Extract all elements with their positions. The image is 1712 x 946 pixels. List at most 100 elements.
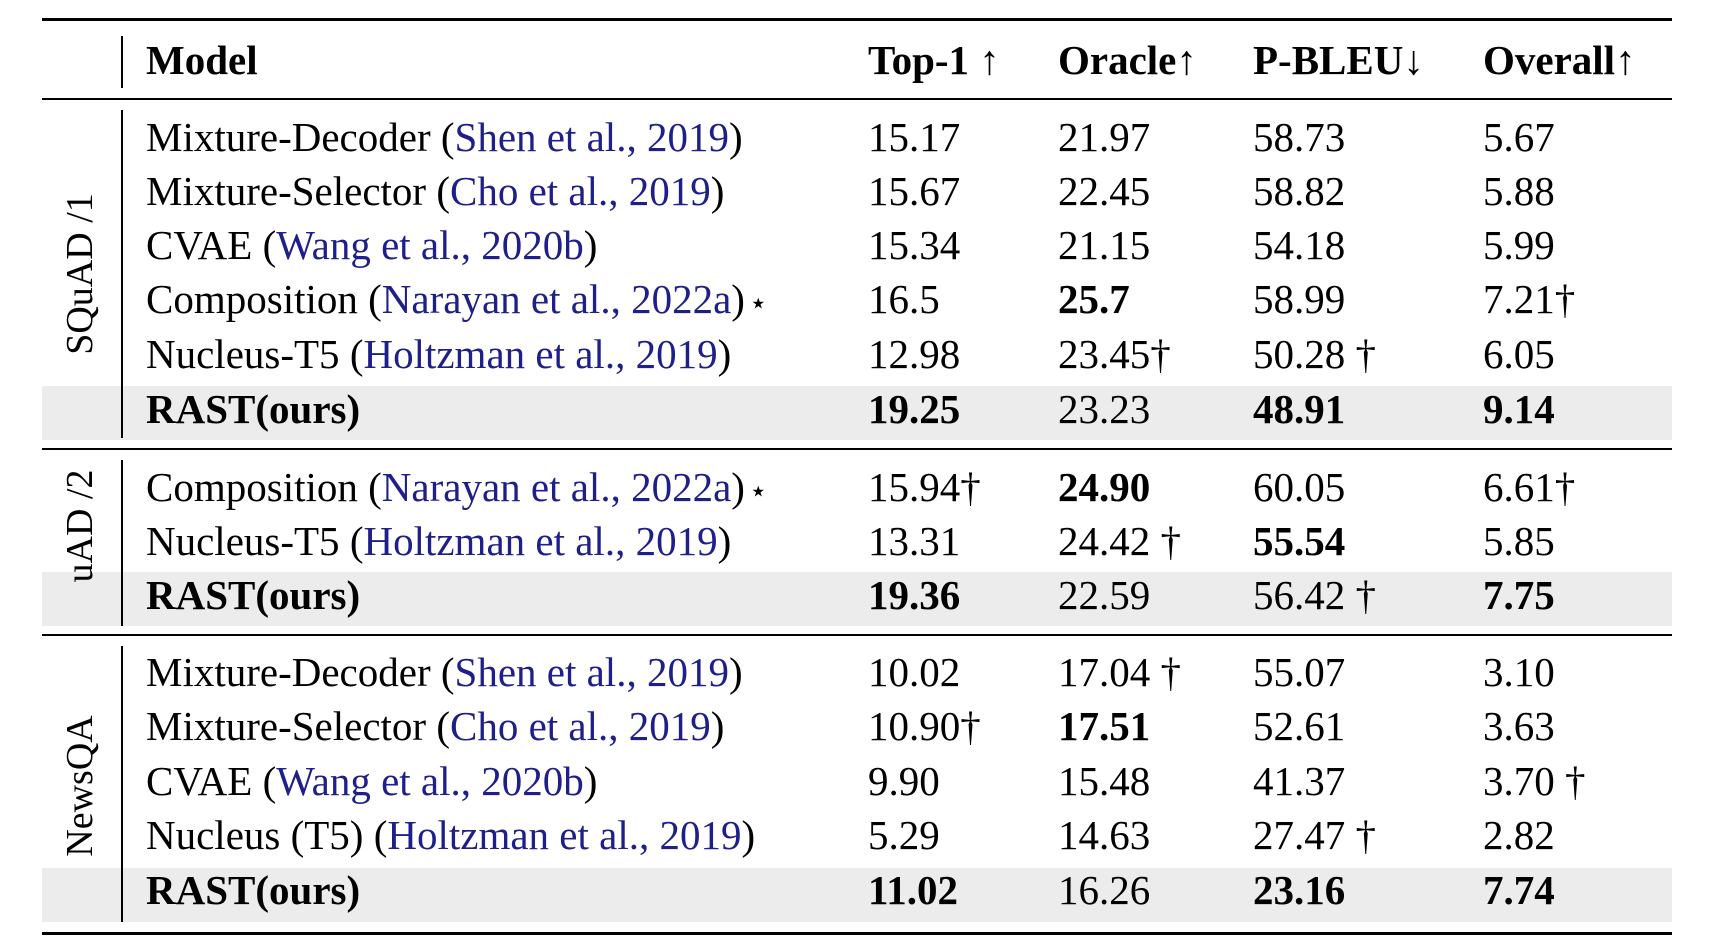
model-name: Mixture-Decoder: [146, 114, 431, 160]
top1-cell: 11.02: [868, 867, 958, 913]
top1-cell: 15.67: [868, 168, 961, 214]
model-name: RAST(ours): [146, 867, 361, 913]
oracle-cell: 16.26: [1058, 867, 1151, 913]
top1-cell: 15.94†: [868, 464, 981, 510]
overall-cell: 3.63: [1483, 703, 1555, 749]
model-name: RAST(ours): [146, 386, 361, 432]
pbleu-cell: 27.47 †: [1253, 812, 1376, 858]
top1-cell: 13.31: [868, 518, 961, 564]
model-cell: Nucleus-T5 (Holtzman et al., 2019): [146, 329, 731, 379]
model-cell: RAST(ours): [146, 570, 360, 620]
oracle-cell: 22.45: [1058, 168, 1151, 214]
overall-cell: 6.61†: [1483, 464, 1576, 510]
overall-cell: 5.85: [1483, 518, 1555, 564]
citation-link: Holtzman et al., 2019: [363, 331, 718, 377]
group-separator-2: [121, 460, 123, 626]
model-cell: Mixture-Selector (Cho et al., 2019): [146, 166, 724, 216]
pbleu-cell: 58.82: [1253, 168, 1346, 214]
pbleu-cell: 54.18: [1253, 222, 1346, 268]
overall-cell: 5.99: [1483, 222, 1555, 268]
pbleu-cell: 58.99: [1253, 276, 1346, 322]
highlight-row-1: [42, 386, 1672, 440]
top1-cell: 19.25: [868, 386, 961, 432]
citation-link: Holtzman et al., 2019: [363, 518, 718, 564]
model-cell: Nucleus (T5) (Holtzman et al., 2019): [146, 810, 755, 860]
oracle-cell: 23.45†: [1058, 331, 1171, 377]
overall-cell: 5.67: [1483, 114, 1555, 160]
citation-close: ): [717, 518, 732, 564]
citation-link: Cho et al., 2019: [449, 703, 711, 749]
oracle-cell: 22.59: [1058, 572, 1151, 618]
group-label-squad1: SQuAD /1: [59, 193, 101, 355]
highlight-row-3: [42, 868, 1672, 922]
citation-close: ): [728, 114, 743, 160]
group-separator-1: [121, 110, 123, 438]
model-name: Mixture-Selector: [146, 703, 427, 749]
model-name: Nucleus-T5: [146, 331, 340, 377]
overall-cell: 7.74: [1483, 867, 1555, 913]
model-cell: Mixture-Decoder (Shen et al., 2019): [146, 112, 743, 162]
model-name: RAST(ours): [146, 572, 361, 618]
citation-close: ): [731, 276, 745, 322]
oracle-cell: 25.7: [1058, 276, 1130, 322]
group-rule-1: [42, 448, 1672, 450]
header-model: Model: [146, 37, 258, 83]
citation-link: Shen et al., 2019: [454, 114, 729, 160]
oracle-cell: 24.90: [1058, 464, 1151, 510]
citation-close: ): [583, 222, 598, 268]
header-overall: Overall↑: [1483, 37, 1636, 83]
header-rule: [42, 98, 1672, 100]
header-top1: Top-1 ↑: [868, 37, 1000, 83]
citation-close: ): [710, 703, 725, 749]
citation-open: (: [357, 464, 382, 510]
citation-link: Narayan et al., 2022a: [381, 276, 732, 322]
model-cell: RAST(ours): [146, 865, 360, 915]
top1-cell: 15.34: [868, 222, 961, 268]
bottom-rule: [42, 932, 1672, 935]
group-rule-2: [42, 634, 1672, 636]
oracle-cell: 14.63: [1058, 812, 1151, 858]
citation-open: (: [357, 276, 382, 322]
oracle-cell: 21.15: [1058, 222, 1151, 268]
citation-open: (: [430, 649, 455, 695]
citation-link: Wang et al., 2020b: [276, 758, 584, 804]
citation-link: Cho et al., 2019: [449, 168, 711, 214]
citation-open: (: [339, 518, 364, 564]
model-name: Nucleus (T5): [146, 812, 364, 858]
pbleu-cell: 41.37: [1253, 758, 1346, 804]
overall-cell: 5.88: [1483, 168, 1555, 214]
citation-link: Shen et al., 2019: [454, 649, 729, 695]
top1-cell: 5.29: [868, 812, 940, 858]
star-marker: ⋆: [748, 287, 768, 320]
citation-close: ): [710, 168, 725, 214]
top1-cell: 15.17: [868, 114, 961, 160]
group-label-squad2: uAD /2: [59, 469, 101, 583]
citation-close: ): [728, 649, 743, 695]
oracle-cell: 15.48: [1058, 758, 1151, 804]
overall-cell: 9.14: [1483, 386, 1555, 432]
pbleu-cell: 52.61: [1253, 703, 1346, 749]
model-cell: Mixture-Decoder (Shen et al., 2019): [146, 647, 743, 697]
pbleu-cell: 55.07: [1253, 649, 1346, 695]
model-cell: Composition (Narayan et al., 2022a) ⋆: [146, 462, 768, 517]
citation-link: Wang et al., 2020b: [276, 222, 584, 268]
top1-cell: 19.36: [868, 572, 961, 618]
top1-cell: 10.02: [868, 649, 961, 695]
pbleu-cell: 58.73: [1253, 114, 1346, 160]
highlight-row-2: [42, 572, 1672, 626]
overall-cell: 6.05: [1483, 331, 1555, 377]
overall-cell: 7.75: [1483, 572, 1555, 618]
top1-cell: 10.90†: [868, 703, 981, 749]
group-separator-3: [121, 646, 123, 922]
model-cell: Nucleus-T5 (Holtzman et al., 2019): [146, 516, 731, 566]
citation-open: (: [363, 812, 388, 858]
pbleu-cell: 48.91: [1253, 386, 1346, 432]
model-cell: CVAE (Wang et al., 2020b): [146, 756, 597, 806]
citation-close: ): [717, 331, 732, 377]
citation-open: (: [426, 703, 450, 749]
citation-open: (: [252, 222, 277, 268]
group-label-squad2-clip: uAD /2: [56, 462, 102, 626]
model-name: Composition: [146, 276, 358, 322]
model-name: Nucleus-T5: [146, 518, 340, 564]
citation-close: ): [583, 758, 598, 804]
